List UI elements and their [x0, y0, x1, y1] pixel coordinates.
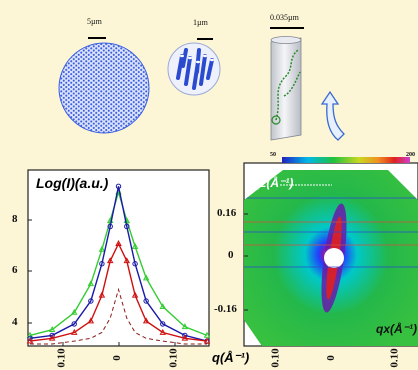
- scale-label-5um: 5µm: [87, 17, 102, 26]
- series-2-point: [71, 328, 78, 335]
- series-0-point: [159, 303, 166, 310]
- y-tick-6: 6: [12, 264, 18, 276]
- scale-label-0035um: 0.035µm: [270, 13, 299, 22]
- scattering-map: [243, 157, 418, 347]
- series-0-point: [181, 323, 189, 330]
- series-2-point: [123, 257, 131, 264]
- series-0-point: [26, 331, 34, 338]
- series-2-point: [87, 317, 95, 324]
- series-1-point: [99, 261, 105, 267]
- series-1-point: [88, 298, 94, 304]
- series-2-point: [98, 291, 106, 298]
- x-tick-pos: 0.10: [167, 348, 180, 368]
- porous-membrane-disk: [58, 42, 150, 134]
- series-1-point: [143, 298, 149, 304]
- y-axis-label: Log(I)(a.u.): [36, 175, 109, 191]
- scalebar-5um: [88, 37, 106, 39]
- series-2-point: [159, 328, 166, 335]
- series-2-point: [48, 334, 56, 341]
- map-x-tick-pos: 0.10: [388, 348, 401, 368]
- series-1-point: [115, 183, 122, 190]
- series-0-point: [98, 245, 106, 252]
- series-1-point: [160, 321, 166, 327]
- colorbar: [282, 157, 410, 163]
- series-2-point: [115, 240, 122, 246]
- series-2-point: [106, 257, 114, 264]
- series-0-point: [203, 331, 211, 338]
- series-0-point: [131, 242, 139, 249]
- map-x-tick-zero: 0: [324, 355, 337, 361]
- series-2-point: [142, 317, 150, 324]
- x-axis-label: q(Å⁻¹): [212, 350, 250, 365]
- map-y-tick-neg016: -0.16: [214, 303, 237, 315]
- series-1-point: [107, 223, 113, 230]
- map-y-tick-016: 0.16: [217, 207, 237, 219]
- series-1-point: [71, 321, 77, 327]
- colorbar-max: 200: [406, 152, 415, 158]
- x-tick-zero: 0: [110, 355, 123, 361]
- map-x-tick-neg: 0.10: [269, 348, 282, 368]
- scale-label-1um: 1µm: [193, 18, 208, 27]
- series-1-point: [132, 261, 138, 267]
- scalebar-1um: [197, 38, 213, 40]
- series-2-point: [26, 337, 34, 344]
- series-line-1: [29, 186, 208, 342]
- series-line-2: [29, 242, 208, 342]
- colorbar-min: 50: [270, 152, 276, 158]
- intensity-plot: [26, 169, 211, 347]
- qx-label: qx(Å⁻¹): [376, 322, 417, 336]
- y-tick-8: 8: [12, 213, 18, 225]
- scalebar-0035um: [270, 27, 304, 29]
- map-y-tick-0: 0: [228, 249, 234, 261]
- rotation-arrow-icon: [320, 90, 345, 141]
- series-0-point: [48, 326, 56, 332]
- series-0-point: [87, 280, 95, 287]
- x-tick-neg: 0.10: [55, 348, 68, 368]
- series-2-point: [203, 337, 211, 344]
- series-1-point: [124, 223, 130, 230]
- plot-series-group: [26, 183, 211, 345]
- qz-label: qz(Å⁻¹): [253, 176, 294, 190]
- series-0-point: [71, 308, 78, 315]
- series-2-point: [131, 291, 139, 298]
- series-line-3: [30, 287, 207, 345]
- series-0-point: [142, 274, 150, 281]
- pore-zoom-disk: [167, 42, 221, 96]
- series-line-0: [29, 189, 208, 337]
- series-2-point: [181, 334, 189, 341]
- pore-tube: [270, 36, 302, 141]
- y-tick-4: 4: [12, 316, 18, 328]
